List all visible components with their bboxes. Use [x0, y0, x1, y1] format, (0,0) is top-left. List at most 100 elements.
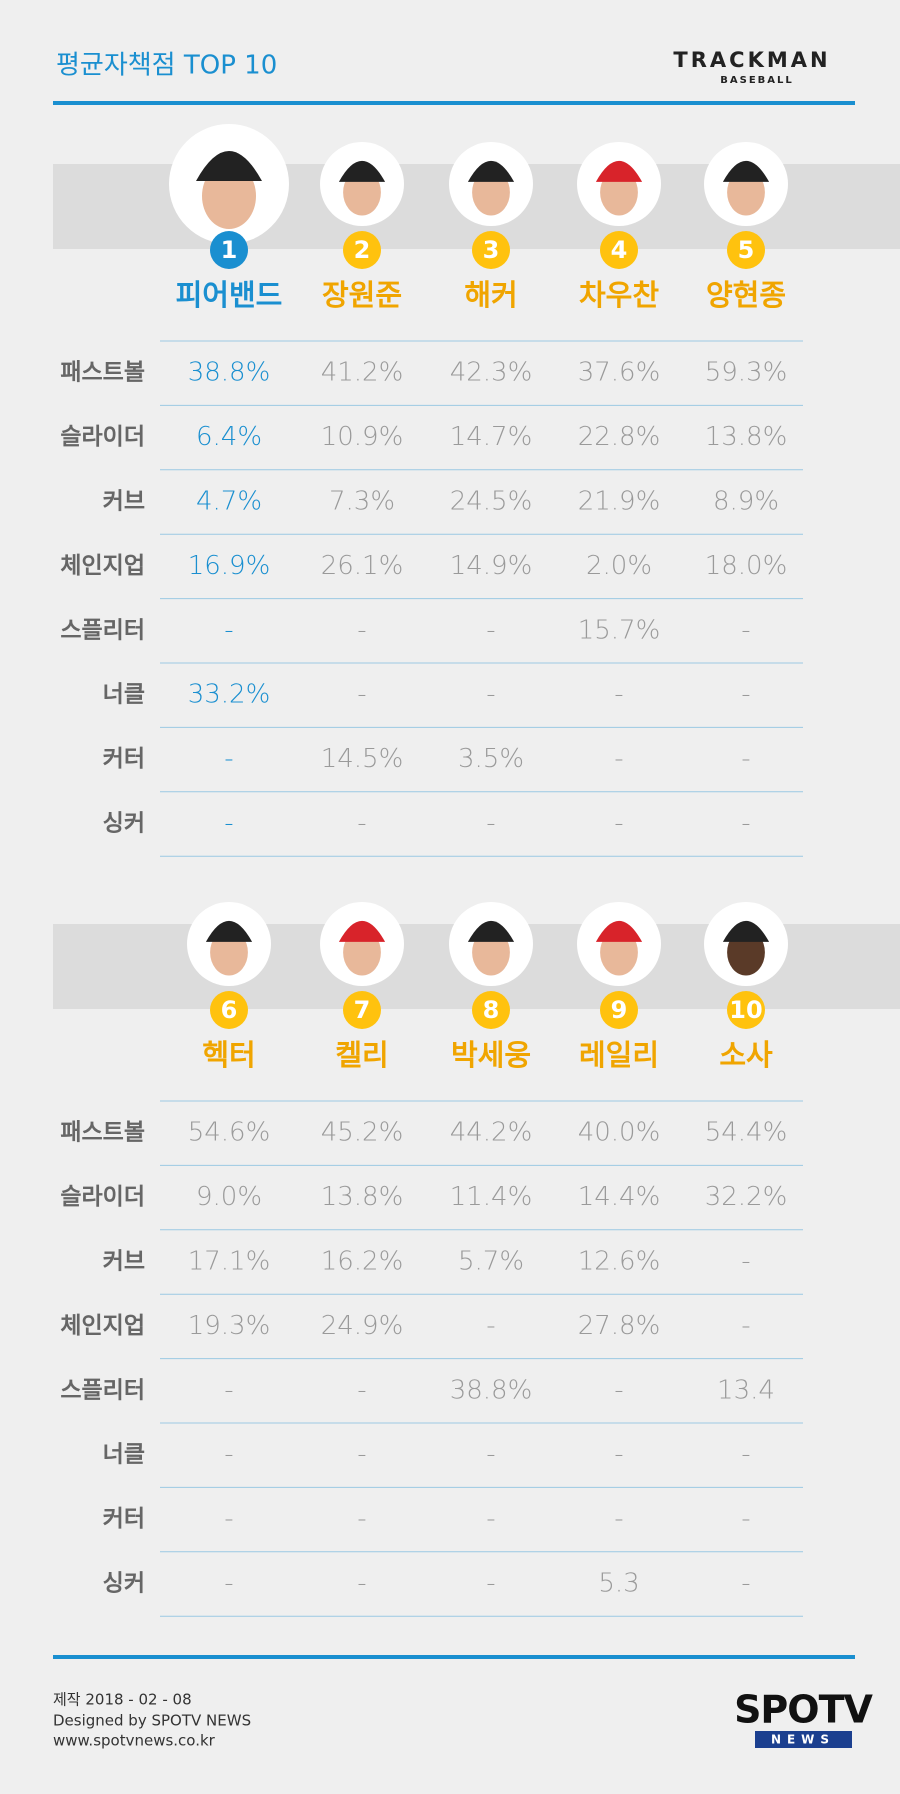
rank-badge	[600, 231, 638, 269]
pitch-value: 18.0%	[705, 551, 788, 581]
pitch-value: 24.9%	[321, 1311, 404, 1341]
pitch-value: -	[741, 744, 750, 774]
pitch-value: 54.4%	[705, 1118, 788, 1148]
trackman-sub: BASEBALL	[720, 75, 794, 86]
pitch-value: 14.5%	[321, 744, 404, 774]
pitch-label: 패스트볼	[60, 360, 145, 386]
cap	[338, 160, 386, 182]
pitch-value: 37.6%	[578, 358, 661, 388]
pitch-value: 15.7%	[578, 615, 661, 645]
pitch-label: 커터	[103, 1506, 145, 1532]
pitch-value: -	[357, 680, 366, 710]
player-name: 양현종	[706, 278, 786, 312]
rank-badge	[727, 231, 765, 269]
cap	[595, 920, 643, 942]
cap	[722, 920, 770, 942]
pitch-value: -	[357, 1569, 366, 1599]
rank-number: 10	[729, 996, 762, 1024]
cap	[338, 920, 386, 942]
pitch-value: -	[741, 809, 750, 839]
rank-number: 3	[483, 236, 500, 264]
rank-badge	[472, 991, 510, 1029]
pitch-value: 14.4%	[578, 1182, 661, 1212]
cap	[595, 160, 643, 182]
pitch-value: 24.5%	[450, 487, 533, 517]
pitch-label: 슬라이더	[60, 1184, 145, 1210]
rank-number: 8	[483, 996, 500, 1024]
pitch-value: 11.4%	[450, 1182, 533, 1212]
pitch-value: 33.2%	[188, 680, 271, 710]
footer-rule	[53, 1655, 855, 1659]
pitch-value: -	[486, 809, 495, 839]
pitch-value: 17.1%	[188, 1247, 271, 1277]
pitch-label: 커브	[103, 489, 145, 515]
rank-badge	[343, 991, 381, 1029]
pitch-value: 13.8%	[321, 1182, 404, 1212]
pitch-label: 싱커	[103, 1571, 145, 1597]
pitch-label: 싱커	[103, 811, 145, 837]
pitch-value: -	[741, 615, 750, 645]
pitch-value: 40.0%	[578, 1118, 661, 1148]
pitch-label: 슬라이더	[60, 424, 145, 450]
rank-badge	[210, 991, 248, 1029]
pitch-value: 27.8%	[578, 1311, 661, 1341]
pitch-value: -	[224, 1440, 233, 1470]
pitch-value: -	[486, 1311, 495, 1341]
pitch-value: 22.8%	[578, 422, 661, 452]
footer-credit: Designed by SPOTV NEWS	[53, 1712, 251, 1730]
pitch-value: 14.9%	[450, 551, 533, 581]
rank-badge	[600, 991, 638, 1029]
player-name: 헥터	[202, 1038, 255, 1072]
pitch-value: -	[614, 744, 623, 774]
pitch-value: -	[741, 1440, 750, 1470]
pitch-value: -	[224, 1375, 233, 1405]
pitch-value: -	[357, 809, 366, 839]
player-name: 박세웅	[451, 1038, 531, 1072]
pitch-value: -	[357, 1375, 366, 1405]
player-name: 해커	[464, 278, 517, 312]
pitch-value: 7.3%	[329, 487, 395, 517]
player-name: 피어밴드	[176, 278, 283, 312]
pitch-value: -	[224, 1569, 233, 1599]
pitch-value: -	[614, 680, 623, 710]
pitch-label: 커터	[103, 746, 145, 772]
cap	[467, 920, 515, 942]
pitch-value: -	[486, 1440, 495, 1470]
pitch-label: 체인지업	[60, 553, 145, 579]
footer-date: 제작 2018 - 02 - 08	[53, 1691, 192, 1709]
footer-url: www.spotvnews.co.kr	[53, 1732, 216, 1750]
pitch-value: 54.6%	[188, 1118, 271, 1148]
pitch-value: -	[224, 615, 233, 645]
pitch-label: 커브	[103, 1249, 145, 1275]
pitch-value: -	[486, 1504, 495, 1534]
trackman-logo: TRACKMAN	[673, 48, 830, 72]
pitch-value: -	[741, 1569, 750, 1599]
news-text: NEWS	[771, 1733, 835, 1747]
pitch-value: -	[357, 1504, 366, 1534]
pitch-value: 8.9%	[713, 487, 779, 517]
pitch-value: 14.7%	[450, 422, 533, 452]
pitch-value: -	[614, 1375, 623, 1405]
pitch-label: 너클	[103, 682, 145, 708]
cap	[205, 920, 253, 942]
cap	[196, 151, 262, 181]
rank-number: 2	[354, 236, 371, 264]
pitch-value: -	[357, 1440, 366, 1470]
pitch-value: 16.2%	[321, 1247, 404, 1277]
pitch-value: 2.0%	[586, 551, 652, 581]
pitch-value: 4.7%	[196, 487, 262, 517]
pitch-value: -	[741, 1504, 750, 1534]
pitch-value: -	[224, 809, 233, 839]
pitch-value: 26.1%	[321, 551, 404, 581]
pitch-value: 13.8%	[705, 422, 788, 452]
rank-number: 6	[221, 996, 238, 1024]
pitch-value: 38.8%	[450, 1375, 533, 1405]
pitch-value: 9.0%	[196, 1182, 262, 1212]
player-name: 켈리	[335, 1038, 388, 1072]
pitch-value: -	[614, 809, 623, 839]
pitch-value: -	[486, 1569, 495, 1599]
pitch-value: -	[741, 1311, 750, 1341]
pitch-value: 19.3%	[188, 1311, 271, 1341]
rank-badge	[472, 231, 510, 269]
